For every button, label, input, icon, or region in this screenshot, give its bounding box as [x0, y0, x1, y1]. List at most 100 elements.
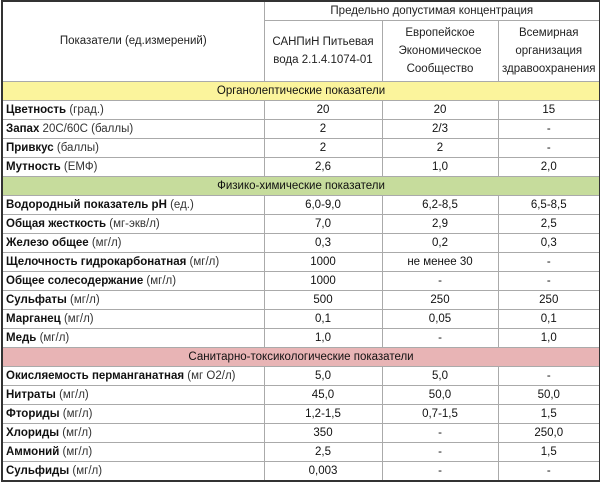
section-header-row: Органолептические показатели [1, 81, 600, 101]
value-cell: 2 [381, 138, 499, 158]
indicator-unit: (град.) [69, 103, 104, 116]
subheader-row: САНПиН Питьевая вода 2.1.4.1074-01 Европ… [2, 20, 600, 82]
indicator-unit: (мг/л) [91, 236, 122, 249]
indicator-cell: Аммоний (мг/л) [1, 442, 265, 462]
indicator-name: Привкус [6, 141, 54, 154]
indicator-unit: (ед.) [170, 198, 194, 211]
indicator-unit: (мг/л) [70, 293, 100, 306]
indicator-unit: (мг/л) [39, 331, 70, 344]
column-header-who: Всемирная организация здравоохранения [497, 20, 600, 82]
table-row: Окисляемость перманганатная (мг О2/л) 5,0… [1, 366, 600, 386]
value-cell: - [381, 328, 499, 348]
value-cell: 20 [263, 100, 383, 120]
table-row: Цветность (град.) 20 20 15 [1, 100, 600, 120]
indicator-cell: Привкус (баллы) [1, 138, 265, 158]
table-row: Нитраты (мг/л) 45,0 50,0 50,0 [1, 385, 600, 405]
table-row: Общая жесткость (мг-экв/л) 7,0 2,9 2,5 [1, 214, 600, 234]
value-cell: 0,3 [497, 233, 600, 253]
value-cell: 2,0 [497, 157, 600, 177]
indicator-name: Общая жесткость [6, 217, 107, 230]
indicator-unit: (мг/л) [62, 407, 93, 420]
value-cell: 500 [263, 290, 383, 310]
indicator-unit: (мг/л) [62, 445, 93, 458]
value-cell: 2,6 [263, 157, 383, 177]
indicator-name: Щелочность гидрокарбонатная [6, 255, 187, 268]
indicator-name: Цветность [6, 103, 67, 116]
value-cell: 2 [263, 138, 383, 158]
indicator-cell: Железо общее (мг/л) [1, 233, 265, 253]
value-cell: 20 [381, 100, 499, 120]
value-cell: - [381, 423, 499, 443]
value-cell: 0,2 [381, 233, 499, 253]
section-title: Физико-химические показатели [1, 176, 600, 196]
section-title: Органолептические показатели [1, 81, 600, 101]
value-cell: 0,1 [497, 309, 600, 329]
indicator-cell: Общая жесткость (мг-экв/л) [1, 214, 265, 234]
value-cell: 0,3 [263, 233, 383, 253]
indicator-unit: 20С/60С (баллы) [42, 122, 134, 135]
section-title: Санитарно-токсикологические показатели [1, 347, 600, 367]
indicator-cell: Щелочность гидрокарбонатная (мг/л) [1, 252, 265, 272]
indicator-name: Водородный показатель pH [6, 198, 167, 211]
column-header-sanpin: САНПиН Питьевая вода 2.1.4.1074-01 [263, 20, 383, 82]
indicator-unit: (мг-экв/л) [109, 217, 160, 230]
value-cell: 0,7-1,5 [381, 404, 499, 424]
indicator-name: Фториды [6, 407, 60, 420]
table-row: Щелочность гидрокарбонатная (мг/л) 1000 не… [1, 252, 600, 272]
value-cell: 0,1 [263, 309, 383, 329]
value-cell: 350 [263, 423, 383, 443]
value-cell: - [497, 119, 600, 139]
indicator-unit: (мг/л) [72, 464, 103, 477]
indicator-cell: Нитраты (мг/л) [1, 385, 265, 405]
header-row: Показатели (ед.измерений) Предельно допу… [1, 0, 600, 82]
table-row: Общее солесодержание (мг/л) 1000- - [1, 271, 600, 291]
indicator-cell: Фториды (мг/л) [1, 404, 265, 424]
value-cell: 2 [263, 119, 383, 139]
value-cell: 0,05 [381, 309, 499, 329]
table-row: Сульфаты (мг/л) 500 250 250 [1, 290, 600, 310]
value-cell: - [497, 271, 600, 291]
table-row: Мутность (ЕМФ) 2,6 1,0 2,0 [1, 157, 600, 177]
value-cell: 45,0 [263, 385, 383, 405]
value-cell: 5,0 [381, 366, 499, 386]
value-cell: 250 [381, 290, 499, 310]
indicator-unit: (мг/л) [189, 255, 220, 268]
section-header-row: Санитарно-токсикологические показатели [1, 347, 600, 367]
table-row: Марганец (мг/л) 0,1 0,05 0,1 [1, 309, 600, 329]
value-cell: не менее 30 [381, 252, 499, 272]
value-cell: 1,2-1,5 [263, 404, 383, 424]
indicator-cell: Медь (мг/л) [1, 328, 265, 348]
value-cell: 1000 [263, 271, 383, 291]
value-cell: 15 [497, 100, 600, 120]
indicator-name: Мутность [6, 160, 61, 173]
indicator-unit: (ЕМФ) [63, 160, 98, 173]
value-cell: 2,5 [263, 442, 383, 462]
indicator-column-header: Показатели (ед.измерений) [1, 0, 265, 82]
indicator-unit: (мг/л) [146, 274, 177, 287]
indicator-name: Сульфаты [6, 293, 67, 306]
table-row: Аммоний (мг/л) 2,5-1,5 [1, 442, 600, 462]
indicator-unit: (мг О2/л) [187, 369, 236, 382]
indicator-name: Аммоний [6, 445, 60, 458]
indicator-cell: Запах 20С/60С (баллы) [1, 119, 265, 139]
indicator-cell: Общее солесодержание (мг/л) [1, 271, 265, 291]
value-cell: - [497, 138, 600, 158]
value-cell: 50,0 [381, 385, 499, 405]
value-cell: 1,0 [497, 328, 600, 348]
indicator-cell: Хлориды (мг/л) [1, 423, 265, 443]
value-cell: 50,0 [497, 385, 600, 405]
value-cell: 1000 [263, 252, 383, 272]
value-cell: 0,003 [263, 461, 383, 482]
indicator-unit: (мг/л) [63, 312, 94, 325]
value-cell: 6,2-8,5 [381, 195, 499, 215]
table-row: Водородный показатель pH (ед.) 6,0-9,0 6,2… [1, 195, 600, 215]
table-row: Привкус (баллы) 2 2- [1, 138, 600, 158]
indicator-unit: (мг/л) [59, 388, 89, 401]
indicator-name: Общее солесодержание [6, 274, 144, 287]
indicator-unit: (баллы) [56, 141, 99, 154]
value-cell: - [497, 366, 600, 386]
table-row: Медь (мг/л) 1,0-1,0 [1, 328, 600, 348]
indicator-name: Запах [6, 122, 40, 135]
group-header: Предельно допустимая концентрация [263, 0, 600, 21]
